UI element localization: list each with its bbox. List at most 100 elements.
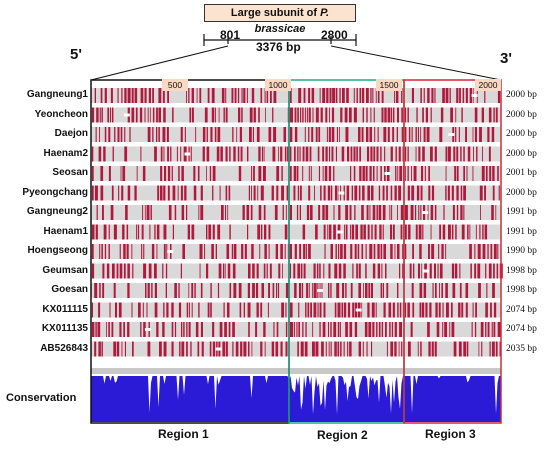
variant-mark [405, 146, 407, 162]
variant-mark [370, 88, 372, 103]
variant-mark [242, 205, 245, 220]
variant-mark [376, 166, 378, 181]
variant-mark [197, 341, 200, 357]
variant-mark [111, 185, 114, 201]
variant-mark [474, 263, 477, 279]
variant-mark [471, 322, 473, 337]
variant-mark [223, 107, 225, 123]
variant-mark [106, 322, 107, 337]
variant-mark [431, 185, 435, 201]
variant-mark [399, 263, 401, 279]
variant-mark [386, 283, 389, 298]
variant-mark [234, 88, 237, 103]
variant-mark [247, 146, 249, 162]
variant-mark [109, 302, 111, 318]
variant-mark [167, 146, 169, 162]
alignment-gap [167, 250, 174, 253]
variant-mark [319, 88, 321, 103]
variant-mark [119, 244, 121, 259]
variant-mark [290, 146, 292, 162]
sample-length: 2001 bp [506, 168, 537, 178]
variant-mark [349, 322, 353, 337]
variant-mark [482, 146, 483, 162]
variant-mark [261, 283, 264, 298]
variant-mark [95, 127, 97, 142]
variant-mark [429, 263, 432, 279]
variant-mark [238, 166, 242, 181]
variant-mark [300, 263, 303, 279]
variant-mark [299, 283, 302, 298]
variant-mark [191, 283, 194, 298]
variant-mark [251, 166, 253, 181]
variant-mark [122, 166, 126, 181]
variant-mark [338, 205, 341, 220]
variant-mark [275, 244, 278, 259]
variant-mark [344, 107, 348, 123]
variant-mark [92, 224, 95, 240]
variant-mark [451, 224, 454, 240]
variant-mark [341, 146, 345, 162]
variant-mark [447, 185, 450, 201]
variant-mark [141, 224, 144, 240]
variant-mark [452, 205, 455, 220]
variant-mark [217, 283, 220, 298]
variant-mark [442, 322, 444, 337]
variant-mark [200, 185, 203, 201]
variant-mark [99, 283, 101, 298]
variant-mark [233, 146, 236, 162]
variant-mark [174, 322, 177, 337]
variant-mark [178, 302, 182, 318]
variant-mark [365, 263, 367, 279]
sample-name: Daejon [54, 128, 88, 139]
range-start-label: 801 [220, 28, 241, 42]
variant-mark [135, 107, 138, 123]
variant-mark [247, 224, 249, 240]
variant-mark [302, 146, 305, 162]
sample-length: 1998 bp [506, 285, 537, 295]
variant-mark [180, 185, 183, 201]
variant-mark [477, 263, 481, 279]
variant-mark [380, 283, 383, 298]
variant-mark [111, 107, 114, 123]
variant-mark [491, 322, 493, 337]
variant-mark [299, 205, 301, 220]
variant-mark [243, 302, 245, 318]
variant-mark [92, 107, 95, 123]
variant-mark [184, 127, 186, 142]
variant-mark [372, 263, 376, 279]
variant-mark [381, 263, 383, 279]
variant-mark [448, 224, 451, 240]
variant-mark [405, 166, 406, 181]
alignment-gap [338, 191, 345, 195]
variant-mark [297, 341, 299, 357]
variant-mark [241, 244, 244, 259]
variant-mark [445, 146, 448, 162]
variant-mark [273, 88, 277, 103]
variant-mark [290, 127, 293, 142]
variant-mark [456, 205, 459, 220]
variant-mark [114, 127, 116, 142]
variant-mark [453, 146, 456, 162]
variant-mark [134, 88, 138, 103]
variant-mark [410, 205, 414, 220]
variant-mark [373, 244, 376, 259]
variant-mark [317, 302, 319, 318]
variant-mark [394, 88, 396, 103]
variant-mark [252, 263, 255, 279]
variant-mark [364, 322, 368, 337]
variant-mark [372, 205, 376, 220]
variant-mark [428, 166, 430, 181]
variant-mark [337, 322, 340, 337]
variant-mark [112, 263, 115, 279]
variant-mark [351, 185, 353, 201]
variant-mark [373, 166, 375, 181]
alignment-gap [448, 133, 455, 136]
variant-mark [352, 263, 354, 279]
variant-mark [214, 107, 216, 123]
variant-mark [199, 88, 202, 103]
variant-mark [250, 205, 253, 220]
variant-mark [484, 88, 486, 103]
variant-mark [326, 88, 329, 103]
variant-mark [306, 205, 310, 220]
variant-mark [123, 322, 125, 337]
